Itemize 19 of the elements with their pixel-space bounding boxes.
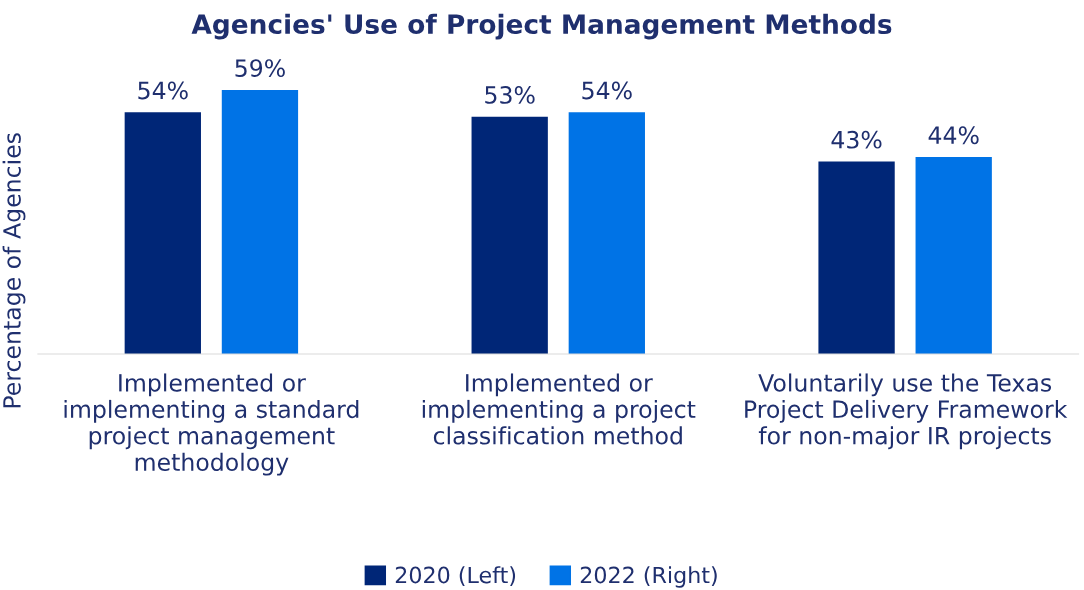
data-label: 54%: [582, 81, 632, 100]
data-label: 53%: [485, 85, 535, 104]
bar: [915, 157, 992, 354]
bar: [568, 112, 645, 354]
legend-label: 2020 (Left): [395, 566, 516, 587]
bar: [221, 89, 299, 354]
bar: [471, 116, 548, 354]
data-label: 44%: [928, 126, 979, 145]
data-label: 43%: [831, 130, 882, 149]
x-tick-label: Implemented or implementing a project classification method: [422, 373, 696, 445]
y-axis-title: Percentage of Agencies: [2, 133, 26, 408]
chart-title: Agencies' Use of Project Management Methods: [191, 13, 892, 40]
bar: [124, 112, 201, 354]
data-label: 59%: [235, 59, 285, 77]
x-tick-label: Implemented or implementing a standard project management methodology: [64, 373, 359, 476]
x-tick-label: Voluntarily use the Texas Project Delivery Framework for non-major IR projects: [745, 373, 1068, 450]
bar: [818, 161, 895, 354]
legend-label: 2022 (Right): [580, 566, 717, 588]
data-label: 54%: [138, 81, 188, 100]
